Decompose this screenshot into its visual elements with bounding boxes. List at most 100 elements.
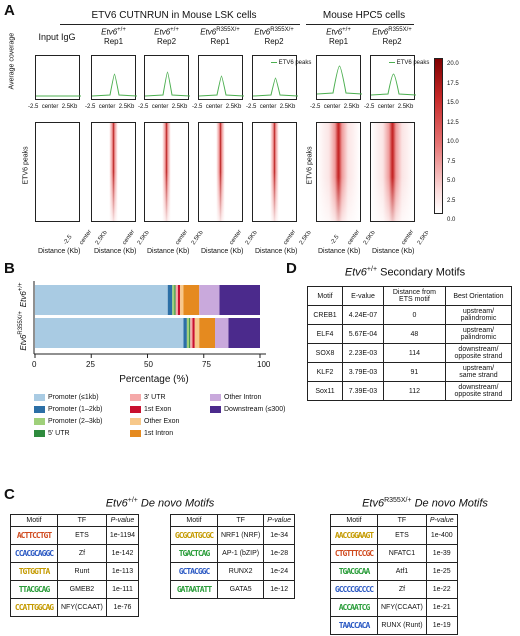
motif-logo: GCCCCGCCCC xyxy=(334,585,374,594)
motif-logo: AACCGGAAGT xyxy=(334,531,374,540)
heatmap-2 xyxy=(144,122,189,222)
svg-text:2.5Kb: 2.5Kb xyxy=(191,229,205,246)
table-row: TTACGCAG GMEB2 1e-111 xyxy=(10,580,140,599)
bar-segment-0-1 xyxy=(167,285,173,315)
motif-logo: TGACTCAG xyxy=(178,549,211,558)
table-row: Sox11 7.39E-03 112 downstream/opposite stra… xyxy=(306,381,513,401)
hpc-profile-legend: ETV6 peaks xyxy=(389,60,429,67)
table-row: CCACGCAGGC Zf 1e-142 xyxy=(10,544,140,563)
table-row: ACCAATCG NFY(CCAAT) 1e-21 xyxy=(330,598,458,617)
motif-logo: GCGCATGCGC xyxy=(174,531,214,540)
hpc-profile-ticks-1: -2.5 center 2.5Kb xyxy=(310,104,360,110)
profile-1 xyxy=(91,55,138,100)
profile-ticks-4: -2.5 center 2.5Kb xyxy=(246,104,296,110)
profile-2-line xyxy=(144,71,191,97)
col-header-orientation: Best Orientation xyxy=(444,286,513,306)
mut-denovo-title: Etv6R355X/+ De novo Motifs xyxy=(362,497,488,510)
table-row: CREB1 4.24E-07 0 upstream/palindromic xyxy=(306,305,513,325)
profile-1-line xyxy=(91,73,138,97)
svg-text:2.5Kb: 2.5Kb xyxy=(363,229,377,246)
bar-segment-0-5 xyxy=(177,285,181,315)
panel-d-label: D xyxy=(286,260,297,277)
table-row: TAACCACA RUNX (Runt) 1e-19 xyxy=(330,616,458,635)
table-row: GCGCATGCGC NRF1 (NRF) 1e-34 xyxy=(170,526,296,545)
col-header-4: Etv6R355X/+ Rep2 xyxy=(254,27,294,46)
hpc-profile-1 xyxy=(316,55,363,100)
wt-denovo-table-right: Motif TF P-value GCGCATGCGC NRF1 (NRF) 1e-34… xyxy=(170,514,296,599)
legend-other-intron: Other Intron xyxy=(210,392,285,404)
svg-text:center: center xyxy=(347,229,361,246)
bar-segment-1-3 xyxy=(189,318,191,348)
bar-segment-1-9 xyxy=(228,318,260,348)
svg-text:2.5Kb: 2.5Kb xyxy=(417,229,428,246)
profile-legend: ETV6 peaks xyxy=(271,60,311,67)
profile-ticks-2: -2.5 center 2.5Kb xyxy=(138,104,188,110)
table-row: ELF4 5.67E-04 48 upstream/palindromic xyxy=(306,324,513,344)
table-header-row: Motif TF P-value xyxy=(330,514,458,527)
xtick-25: 25 xyxy=(86,360,95,369)
heatmap-1 xyxy=(91,122,136,222)
lsk-title-rule xyxy=(60,24,300,25)
bar-segment-1-4 xyxy=(190,318,193,348)
wt-denovo-table-left: Motif TF P-value ACTTCCTGT ETS 1e-1194 CCACG… xyxy=(10,514,140,617)
profile-4: ETV6 peaks xyxy=(252,55,311,100)
legend-downstream: Downstream (≤300) xyxy=(210,404,285,416)
table-header-row: Motif TF P-value xyxy=(10,514,140,527)
bar-segment-1-8 xyxy=(215,318,229,348)
table-row: GATAATATT GATA5 1e-12 xyxy=(170,580,296,599)
svg-text:center: center xyxy=(229,229,243,246)
heatmap-xlabel-2: Distance (Kb) xyxy=(94,248,137,255)
bar-segment-1-6 xyxy=(194,318,200,348)
legend-promoter-2kb: Promoter (1–2kb) xyxy=(34,404,102,416)
hpc-col-header-1: Etv6+/+ Rep1 xyxy=(326,27,351,46)
col-header-1: Etv6+/+ Rep1 xyxy=(101,27,126,46)
bar-segment-1-5 xyxy=(192,318,195,348)
etv6-peaks-ylabel: ETV6 peaks xyxy=(22,146,30,185)
heatmap-input xyxy=(35,122,80,222)
motif-logo: TGTGGTTA xyxy=(18,567,51,576)
profile-input-line xyxy=(36,95,81,97)
input-igg-header: Input IgG xyxy=(38,32,76,42)
heatmap-xlabel-1: Distance (Kb) xyxy=(38,248,81,255)
table-row: CTGTTTCCGC NFATC1 1e-39 xyxy=(330,544,458,563)
legend-1st-intron: 1st Intron xyxy=(130,428,179,440)
lsk-title: ETV6 CUTNRUN in Mouse LSK cells xyxy=(91,10,257,21)
bar-segment-1-0 xyxy=(35,318,184,348)
col-header-motif: Motif xyxy=(306,286,344,306)
hpc-col-header-2: Etv6R355X/+ Rep2 xyxy=(372,27,412,46)
hpc-peaks-ylabel: ETV6 peaks xyxy=(306,146,314,185)
profile-4-line xyxy=(252,77,299,97)
table-header-row: Motif TF P-value xyxy=(170,514,296,527)
col-header-3: Etv6R355X/+ Rep1 xyxy=(200,27,240,46)
bar-legend-col3: Other Intron Downstream (≤300) xyxy=(210,392,285,416)
col-header-evalue: E-value xyxy=(342,286,384,306)
legend-3utr: 3' UTR xyxy=(130,392,179,404)
heatmap-xticks: -2.5 center 2.5Kb center 2.5Kb center 2.… xyxy=(63,229,428,246)
xtick-100: 100 xyxy=(257,360,271,369)
bar-segment-0-4 xyxy=(175,285,178,315)
heatmap-4 xyxy=(252,122,297,222)
xtick-75: 75 xyxy=(202,360,211,369)
heatmap-xlabel-5: Distance (Kb) xyxy=(255,248,298,255)
profile-2 xyxy=(144,55,191,100)
bar-legend-col2: 3' UTR 1st Exon Other Exon 1st Intron xyxy=(130,392,179,440)
secondary-motifs-table: Motif E-value Distance from ETS motif Be… xyxy=(306,286,513,401)
profile-input xyxy=(35,55,81,100)
colorbar xyxy=(434,58,443,214)
panel-b-label: B xyxy=(4,260,15,277)
legend-1st-exon: 1st Exon xyxy=(130,404,179,416)
heatmap-xlabel-7: Distance (Kb) xyxy=(372,248,415,255)
wt-denovo-title: Etv6+/+ De novo Motifs xyxy=(105,497,215,510)
hpc-profile-2-line xyxy=(370,73,417,96)
svg-text:center: center xyxy=(122,229,136,246)
table-row: KLF2 3.79E-03 91 upstream/same strand xyxy=(306,362,513,382)
col-header-distance: Distance from ETS motif xyxy=(382,286,446,306)
panel-a-label: A xyxy=(4,2,15,19)
bar-segment-1-1 xyxy=(183,318,187,348)
legend-promoter-3kb: Promoter (2–3kb) xyxy=(34,416,102,428)
svg-text:2.5Kb: 2.5Kb xyxy=(137,229,151,246)
motif-logo: CCACGCAGGC xyxy=(14,549,54,558)
table-row: TGACTCAG AP-1 (bZIP) 1e-28 xyxy=(170,544,296,563)
svg-text:center: center xyxy=(175,229,189,246)
profile-3-line xyxy=(198,75,245,97)
